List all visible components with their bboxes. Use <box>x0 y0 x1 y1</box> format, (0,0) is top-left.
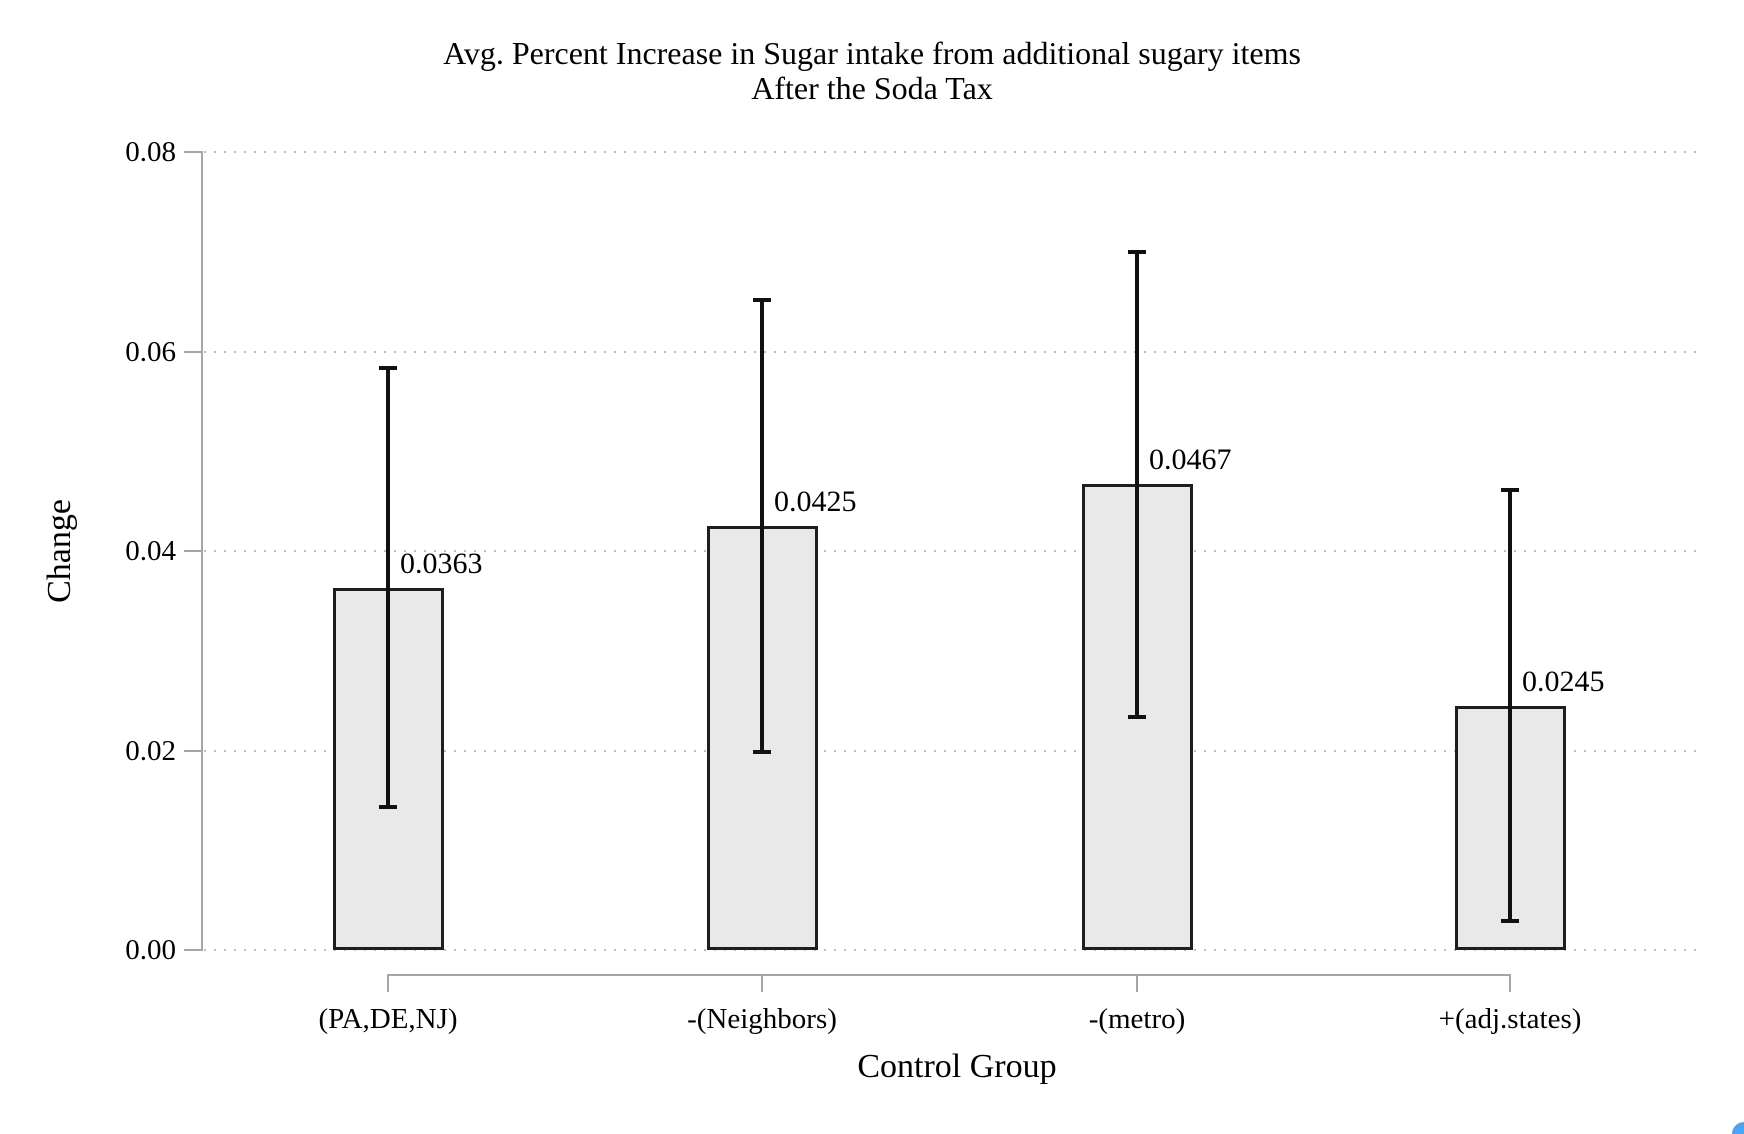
x-axis-bracket-tick <box>387 974 389 992</box>
error-bar-cap-top <box>379 366 397 370</box>
error-bar-cap-bottom <box>1501 919 1519 923</box>
y-gridline <box>204 949 1700 951</box>
x-axis-label: Control Group <box>857 1048 1057 1085</box>
category-label: -(metro) <box>1088 1003 1186 1035</box>
error-bar-cap-top <box>753 298 771 302</box>
y-tick <box>184 351 202 353</box>
category-label: -(Neighbors) <box>687 1003 837 1035</box>
x-axis-bracket-tick <box>1509 974 1511 992</box>
y-gridline <box>204 550 1700 552</box>
category-label: +(adj.states) <box>1438 1003 1582 1035</box>
bar-value-label: 0.0425 <box>774 485 857 518</box>
error-bar-cap-bottom <box>1128 715 1146 719</box>
y-gridline <box>204 750 1700 752</box>
bar-value-label: 0.0467 <box>1149 443 1232 476</box>
error-bar-cap-bottom <box>379 805 397 809</box>
y-tick-label: 0.02 <box>125 735 176 767</box>
chart-title-line1: Avg. Percent Increase in Sugar intake fr… <box>443 35 1301 71</box>
error-bar-line <box>386 368 390 807</box>
bar-value-label: 0.0363 <box>400 547 483 580</box>
y-tick <box>184 151 202 153</box>
x-axis-bracket <box>388 974 1510 976</box>
error-bar-line <box>760 300 764 752</box>
error-bar-cap-bottom <box>753 750 771 754</box>
chart-title: Avg. Percent Increase in Sugar intake fr… <box>0 36 1744 106</box>
x-axis-bracket-tick <box>761 974 763 992</box>
error-bar-line <box>1508 490 1512 921</box>
chart-title-line2: After the Soda Tax <box>751 70 993 106</box>
y-axis-line <box>201 151 203 951</box>
bar-value-label: 0.0245 <box>1522 665 1605 698</box>
corner-dot-icon <box>1732 1122 1744 1134</box>
y-tick-label: 0.06 <box>125 336 176 368</box>
category-label: (PA,DE,NJ) <box>318 1003 458 1035</box>
error-bar-cap-top <box>1501 488 1519 492</box>
y-tick <box>184 550 202 552</box>
y-tick <box>184 750 202 752</box>
y-tick-label: 0.00 <box>125 934 176 966</box>
y-tick-label: 0.08 <box>125 136 176 168</box>
y-gridline <box>204 151 1700 153</box>
y-tick <box>184 949 202 951</box>
error-bar-line <box>1135 252 1139 717</box>
y-gridline <box>204 351 1700 353</box>
y-tick-label: 0.04 <box>125 535 176 567</box>
x-axis-bracket-tick <box>1136 974 1138 992</box>
error-bar-cap-top <box>1128 250 1146 254</box>
